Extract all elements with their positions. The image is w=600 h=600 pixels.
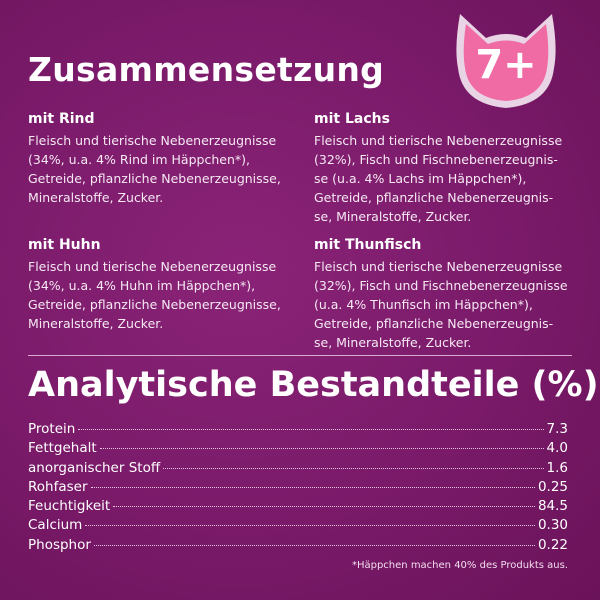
composition-salmon-title: mit Lachs (314, 111, 390, 127)
composition-chicken: mit Huhn Fleisch und tierische Nebenerze… (28, 236, 290, 333)
analysis-title: Analytische Bestandteile (%) (28, 365, 599, 405)
row-value: 7.3 (546, 421, 568, 437)
composition-title: Zusammensetzung (28, 50, 385, 89)
dot-leader (163, 467, 544, 469)
composition-beef: mit Rind Fleisch und tierische Nebenerze… (28, 110, 290, 207)
text-line: Getreide, pflanzliche Nebenerzeugnisse, (28, 297, 281, 312)
row-value: 84.5 (537, 498, 568, 515)
composition-beef-text: Fleisch und tierische Nebenerzeugnisse (… (28, 131, 290, 207)
composition-chicken-text: Fleisch und tierische Nebenerzeugnisse (… (28, 257, 290, 333)
text-line: (32%), Fisch und Fischnebenerzeugnisse (314, 278, 568, 293)
row-value: 1.6 (546, 459, 568, 476)
composition-chicken-title: mit Huhn (28, 237, 101, 253)
row-label: Phosphor (28, 536, 91, 553)
dot-leader (99, 448, 544, 450)
text-line: Getreide, pflanzliche Nebenerzeugnis- (314, 316, 554, 331)
text-line: se (u.a. 4% Lachs im Häppchen*), (314, 171, 527, 186)
composition-tuna: mit Thunfisch Fleisch und tierische Nebe… (314, 236, 576, 352)
section-divider (28, 355, 572, 356)
composition-beef-title: mit Rind (28, 111, 95, 127)
row-label: anorganischer Stoff (28, 459, 161, 476)
dot-leader (93, 544, 535, 546)
row-value: 0.22 (537, 536, 568, 553)
text-line: Getreide, pflanzliche Nebenerzeugnisse, (28, 171, 281, 186)
row-value: 0.25 (537, 478, 568, 495)
analysis-row: Rohfaser 0.25 (28, 479, 568, 498)
text-line: Getreide, pflanzliche Nebenerzeugnis- (314, 190, 554, 205)
analysis-row: Fettgehalt 4.0 (28, 440, 568, 459)
text-line: Mineralstoffe, Zucker. (28, 316, 164, 331)
composition-tuna-title: mit Thunfisch (314, 237, 422, 253)
dot-leader (78, 429, 544, 430)
text-line: Fleisch und tierische Nebenerzeugnisse (28, 133, 277, 148)
row-label: Fettgehalt (28, 440, 97, 457)
text-line: (34%, u.a. 4% Rind im Häppchen*), (28, 152, 250, 167)
dot-leader (113, 506, 535, 508)
badge-label: 7+ (475, 42, 537, 88)
analysis-row: Calcium 0.30 (28, 517, 568, 536)
text-line: se, Mineralstoffe, Zucker. (314, 209, 472, 224)
text-line: (u.a. 4% Thunfisch im Häppchen*), (314, 297, 533, 312)
analysis-row: anorganischer Stoff 1.6 (28, 460, 568, 479)
text-line: Fleisch und tierische Nebenerzeugnisse (28, 259, 277, 274)
text-line: (32%), Fisch und Fischnebenerzeugnis- (314, 152, 558, 167)
text-line: Mineralstoffe, Zucker. (28, 190, 164, 205)
row-value: 0.30 (537, 517, 568, 534)
age-badge: 7+ (446, 8, 566, 116)
footnote: *Häppchen machen 40% des Produkts aus. (351, 560, 568, 571)
cat-head-icon (456, 14, 556, 108)
row-label: Feuchtigkeit (28, 498, 111, 515)
analysis-table: Protein 7.3 Fettgehalt 4.0 anorganischer… (28, 421, 568, 556)
composition-salmon: mit Lachs Fleisch und tierische Nebenerz… (314, 110, 576, 226)
dot-leader (85, 525, 535, 527)
composition-tuna-text: Fleisch und tierische Nebenerzeugnisse (… (314, 257, 576, 352)
composition-salmon-text: Fleisch und tierische Nebenerzeugnisse (… (314, 131, 576, 226)
row-label: Rohfaser (28, 478, 88, 495)
analysis-row: Protein 7.3 (28, 421, 568, 440)
text-line: se, Mineralstoffe, Zucker. (314, 335, 472, 350)
text-line: (34%, u.a. 4% Huhn im Häppchen*), (28, 278, 256, 293)
analysis-row: Feuchtigkeit 84.5 (28, 498, 568, 517)
text-line: Fleisch und tierische Nebenerzeugnisse (314, 259, 563, 274)
analysis-row: Phosphor 0.22 (28, 537, 568, 556)
row-label: Protein (28, 421, 76, 437)
dot-leader (90, 486, 535, 488)
text-line: Fleisch und tierische Nebenerzeugnisse (314, 133, 563, 148)
row-label: Calcium (28, 517, 83, 534)
row-value: 4.0 (546, 440, 568, 457)
